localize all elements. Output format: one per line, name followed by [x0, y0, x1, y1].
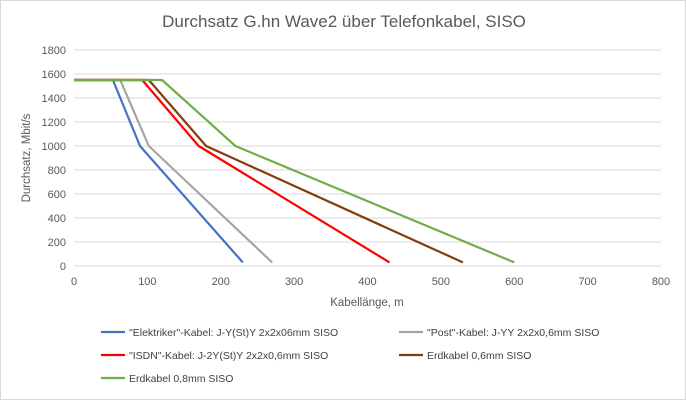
legend-label: "ISDN"-Kabel: J-2Y(St)Y 2x2x0,6mm SISO — [129, 350, 328, 362]
legend-label: "Post"-Kabel: J-YY 2x2x0,6mm SISO — [427, 327, 599, 339]
legend-item-4: Erdkabel 0,6mm SISO — [399, 350, 531, 362]
y-tick-label: 800 — [48, 165, 66, 177]
x-tick-label: 800 — [652, 276, 670, 288]
gridlines — [74, 49, 661, 267]
y-tick-label: 1600 — [42, 69, 66, 81]
series-lines — [74, 78, 515, 264]
x-tick-label: 0 — [71, 276, 77, 288]
x-axis-title: Kabellänge, m — [330, 297, 404, 309]
y-tick-label: 200 — [48, 237, 66, 249]
legend-label: Erdkabel 0,6mm SISO — [427, 350, 531, 362]
legend-item-3: "ISDN"-Kabel: J-2Y(St)Y 2x2x0,6mm SISO — [101, 350, 328, 362]
y-tick-label: 1000 — [42, 141, 66, 153]
y-tick-label: 0 — [60, 261, 66, 273]
y-tick-label: 400 — [48, 213, 66, 225]
x-tick-label: 300 — [285, 276, 303, 288]
legend-item-2: "Post"-Kabel: J-YY 2x2x0,6mm SISO — [399, 327, 599, 339]
x-tick-label: 100 — [138, 276, 156, 288]
y-tick-label: 1800 — [42, 45, 66, 57]
x-tick-label: 500 — [432, 276, 450, 288]
x-tick-label: 400 — [358, 276, 376, 288]
series-line-3 — [74, 78, 391, 264]
legend-item-5: Erdkabel 0,8mm SISO — [101, 373, 233, 385]
y-tick-label: 1200 — [42, 117, 66, 129]
y-tick-label: 600 — [48, 189, 66, 201]
legend: "Elektriker"-Kabel: J-Y(St)Y 2x2x06mm SI… — [101, 327, 599, 385]
series-line-1 — [74, 78, 244, 264]
chart-title: Durchsatz G.hn Wave2 über Telefonkabel, … — [162, 12, 526, 31]
y-axis-title: Durchsatz, Mbit/s — [21, 113, 33, 202]
x-axis-ticks: 0 100 200 300 400 500 600 700 800 — [71, 276, 670, 288]
y-tick-label: 1400 — [42, 93, 66, 105]
legend-item-1: "Elektriker"-Kabel: J-Y(St)Y 2x2x06mm SI… — [101, 327, 338, 339]
series-line-5 — [74, 78, 515, 264]
x-tick-label: 700 — [578, 276, 596, 288]
y-axis-ticks: 0 200 400 600 800 1000 1200 1400 1600 1800 — [42, 45, 66, 273]
legend-label: Erdkabel 0,8mm SISO — [129, 373, 233, 385]
x-tick-label: 600 — [505, 276, 523, 288]
legend-label: "Elektriker"-Kabel: J-Y(St)Y 2x2x06mm SI… — [129, 327, 338, 339]
x-tick-label: 200 — [212, 276, 230, 288]
